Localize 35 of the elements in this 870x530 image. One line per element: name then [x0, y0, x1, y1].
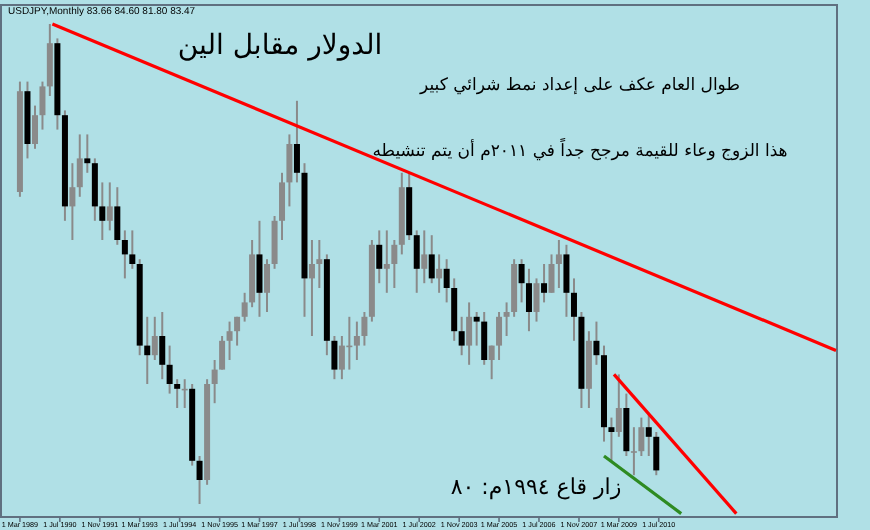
candlestick: [114, 186, 121, 246]
candlestick: [436, 253, 443, 294]
candlestick: [256, 219, 263, 318]
candlestick: [383, 229, 390, 294]
candlestick: [541, 263, 548, 304]
candlestick: [308, 239, 315, 337]
candlestick: [630, 426, 637, 477]
candlestick: [615, 373, 622, 438]
candlestick: [413, 229, 420, 294]
candlestick: [555, 239, 562, 289]
candlestick: [481, 311, 488, 366]
candlestick: [428, 234, 435, 285]
candlestick: [106, 181, 113, 232]
candlestick: [46, 23, 53, 97]
candlestick: [151, 315, 158, 361]
candlestick: [421, 229, 428, 285]
candlestick: [353, 320, 360, 361]
candlestick: [563, 243, 570, 318]
candlestick: [226, 320, 233, 361]
annotation: طوال العام عكف على إعداد نمط شرائي كبير: [418, 76, 741, 96]
candlestick: [585, 330, 592, 409]
candlestick: [406, 171, 413, 241]
candlestick: [458, 315, 465, 357]
candlestick: [525, 267, 532, 333]
candlestick: [496, 311, 503, 361]
candlestick: [129, 229, 136, 270]
candlestick: [159, 311, 166, 381]
annotation: هذا الزوج وعاء للقيمة مرجح جداً في ٢٠١١م أن يتم تنشيطه: [372, 136, 788, 162]
candlestick: [264, 258, 271, 313]
chart-title: الدولار مقابل الين: [177, 30, 383, 62]
annotation: زار قاع ١٩٩٤م: ٨٠: [450, 474, 622, 500]
candlestick: [69, 162, 76, 241]
candlestick: [76, 133, 83, 198]
candlestick: [466, 301, 473, 366]
candlestick: [121, 229, 128, 280]
